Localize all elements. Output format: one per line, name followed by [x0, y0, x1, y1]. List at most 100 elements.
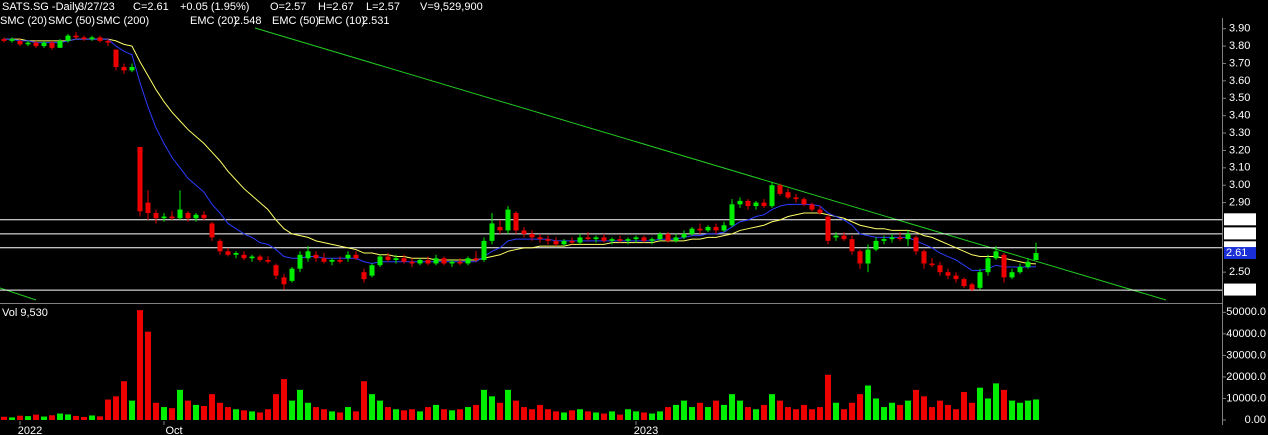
y-tick-label: 3.30: [1229, 127, 1250, 139]
volume-bar: [385, 407, 391, 420]
volume-bar: [977, 387, 983, 420]
candle-body: [273, 265, 279, 276]
volume-bar: [209, 394, 215, 420]
candle-body: [417, 260, 423, 264]
candle-body: [193, 214, 199, 219]
candle-body: [353, 254, 359, 259]
candle-body: [649, 239, 655, 241]
volume-bar: [569, 410, 575, 420]
volume-bar: [369, 394, 375, 420]
candle-body: [297, 254, 303, 269]
candle-body: [41, 42, 47, 47]
volume-bar: [545, 409, 551, 420]
candle-body: [401, 258, 407, 262]
volume-bar: [257, 412, 263, 420]
volume-bar: [241, 410, 247, 420]
volume-bar: [329, 411, 335, 420]
volume-bar: [857, 394, 863, 420]
x-tick-label: 2022: [18, 425, 42, 435]
volume-bar: [737, 400, 743, 420]
volume-bar: [1, 416, 7, 420]
volume-bar: [633, 411, 639, 420]
volume-bar: [673, 404, 679, 420]
volume-bar: [177, 389, 183, 420]
volume-bar: [113, 396, 119, 420]
y-tick-label: 2.50: [1229, 266, 1250, 278]
volume-bar: [801, 404, 807, 420]
candle-body: [497, 226, 503, 231]
candle-body: [425, 260, 431, 264]
volume-bar: [1033, 399, 1039, 420]
candle-body: [681, 233, 687, 238]
candle-body: [921, 251, 927, 264]
volume-bar: [641, 412, 647, 420]
candle-body: [841, 235, 847, 240]
candle-body: [697, 228, 703, 231]
volume-bar: [729, 394, 735, 420]
volume-bar: [577, 409, 583, 420]
volume-bar: [993, 383, 999, 420]
candle-body: [985, 258, 991, 273]
candle-body: [217, 240, 223, 252]
volume-bar: [481, 389, 487, 420]
x-tick-label: Oct: [165, 425, 182, 435]
candle-body: [129, 66, 135, 71]
candle-body: [161, 216, 167, 219]
candle-body: [753, 202, 759, 207]
volume-bar: [161, 407, 167, 420]
candle-body: [729, 204, 735, 226]
candle-body: [913, 237, 919, 252]
y-tick-label: 3.70: [1229, 57, 1250, 69]
readout: V=9,529,900: [420, 1, 483, 13]
indicator-label: SMC (50): [48, 15, 95, 27]
volume-tick-label: 30000.0: [1226, 349, 1266, 361]
volume-bar: [457, 409, 463, 420]
volume-bar: [897, 404, 903, 420]
candle-body: [889, 237, 895, 240]
volume-bar: [625, 409, 631, 420]
candle-body: [1001, 254, 1007, 278]
volume-bar: [601, 413, 607, 420]
volume-bar: [185, 400, 191, 420]
readout: O=2.57: [270, 1, 306, 13]
volume-bar: [249, 411, 255, 420]
volume-bar: [913, 389, 919, 420]
volume-bar: [865, 385, 871, 420]
volume-bar: [521, 407, 527, 420]
volume-bar: [217, 402, 223, 420]
candle-body: [241, 254, 247, 259]
candle-body: [17, 40, 23, 45]
candle-body: [785, 192, 791, 198]
candle-body: [969, 284, 975, 290]
legend-entry: EMC (20): [190, 15, 237, 27]
volume-bar: [313, 407, 319, 420]
volume-bar: [649, 413, 655, 420]
candle-body: [329, 260, 335, 262]
x-tick-label: 2023: [634, 425, 658, 435]
candle-body: [137, 146, 143, 212]
volume-tick-label: 10000.0: [1226, 392, 1266, 404]
candle-body: [481, 240, 487, 260]
trendline: [254, 27, 1167, 301]
indicator-label: EMC (50): [272, 15, 319, 27]
candle-body: [865, 249, 871, 264]
volume-bar: [825, 374, 831, 420]
volume-bar: [145, 331, 151, 420]
volume-bar: [33, 414, 39, 420]
candle-body: [289, 268, 295, 281]
candle-body: [9, 39, 15, 41]
y-tick-label: 3.90: [1229, 23, 1250, 35]
candle-body: [849, 239, 855, 252]
candle-body: [105, 40, 111, 43]
candle-body: [585, 237, 591, 240]
volume-bar: [537, 404, 543, 420]
volume-bar: [905, 400, 911, 420]
candle-body: [361, 272, 367, 280]
volume-bar: [593, 412, 599, 420]
volume-bar: [697, 402, 703, 420]
y-tick-label: 3.60: [1229, 75, 1250, 87]
volume-bar: [41, 416, 47, 420]
volume-bar: [401, 410, 407, 420]
candle-body: [305, 251, 311, 259]
